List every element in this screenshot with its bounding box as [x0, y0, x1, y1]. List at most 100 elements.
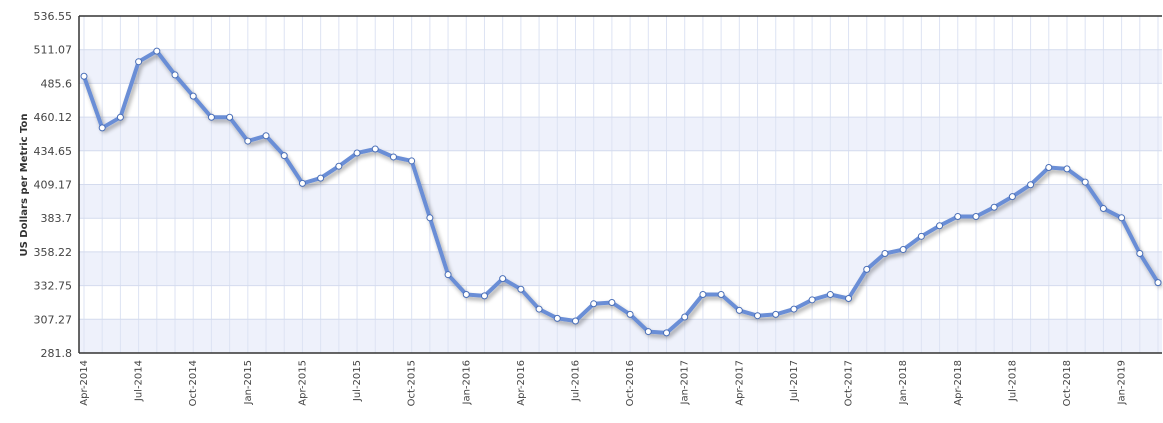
- data-point: [298, 179, 306, 187]
- plot-band: [79, 285, 1162, 320]
- data-point: [499, 275, 507, 283]
- data-point: [790, 305, 798, 313]
- x-tick-label: Oct-2018: [1062, 360, 1073, 406]
- plot-band: [79, 184, 1162, 219]
- y-tick-label: 460.12: [34, 111, 73, 124]
- x-tick-label: Jan-2018: [898, 360, 909, 405]
- data-point: [262, 132, 270, 140]
- x-tick-label: Jan-2015: [243, 360, 254, 405]
- y-tick-label: 485.6: [41, 77, 73, 90]
- data-point: [954, 212, 962, 220]
- data-point: [863, 265, 871, 273]
- plot-band: [79, 83, 1162, 118]
- y-tick-label: 409.17: [34, 179, 73, 192]
- data-point: [663, 329, 671, 337]
- data-point: [626, 310, 634, 318]
- data-point: [135, 58, 143, 66]
- series-points: [80, 47, 1162, 337]
- y-tick-label: 434.65: [34, 145, 73, 158]
- data-point: [990, 203, 998, 211]
- axes: [78, 15, 1162, 354]
- plot-band: [79, 251, 1162, 286]
- data-point: [1118, 214, 1126, 222]
- data-point: [608, 298, 616, 306]
- data-point: [317, 174, 325, 182]
- data-point: [845, 294, 853, 302]
- data-point: [389, 153, 397, 161]
- data-point: [717, 291, 725, 299]
- data-point: [517, 285, 525, 293]
- x-tick-label: Apr-2014: [79, 360, 90, 406]
- data-point: [426, 214, 434, 222]
- x-tick-label: Apr-2016: [516, 360, 527, 406]
- y-tick-label: 536.55: [34, 10, 73, 23]
- x-tick-label: Oct-2014: [188, 360, 199, 406]
- data-point: [335, 162, 343, 170]
- y-tick-label: 511.07: [34, 44, 73, 57]
- data-point: [1008, 193, 1016, 201]
- data-point: [699, 291, 707, 299]
- y-tick-label: 383.7: [41, 212, 73, 225]
- data-point: [972, 212, 980, 220]
- x-tick-label: Apr-2018: [953, 360, 964, 406]
- x-tick-label: Jan-2016: [461, 360, 472, 405]
- x-tick-label: Jul-2014: [134, 360, 145, 402]
- data-point: [590, 300, 598, 308]
- plot-band: [79, 49, 1162, 84]
- x-tick-label: Jul-2016: [570, 360, 581, 402]
- x-tick-label: Jan-2019: [1117, 360, 1128, 405]
- data-point: [1154, 279, 1162, 287]
- x-tick-label: Apr-2017: [734, 360, 745, 406]
- x-tick-label: Oct-2015: [407, 360, 418, 406]
- data-point: [535, 305, 543, 313]
- data-point: [171, 71, 179, 79]
- data-point: [936, 222, 944, 230]
- data-point: [735, 306, 743, 314]
- y-tick-label: 332.75: [34, 280, 73, 293]
- data-point: [644, 328, 652, 336]
- data-point: [444, 271, 452, 279]
- x-tick-label: Oct-2017: [844, 360, 855, 406]
- data-point: [408, 157, 416, 165]
- data-point: [80, 72, 88, 80]
- y-tick-label: 358.22: [34, 246, 73, 259]
- data-point: [917, 232, 925, 240]
- data-point: [480, 292, 488, 300]
- x-tick-label: Jan-2017: [680, 360, 691, 405]
- data-point: [189, 92, 197, 100]
- data-point: [371, 145, 379, 153]
- data-point: [1081, 178, 1089, 186]
- x-tick-label: Oct-2016: [625, 360, 636, 406]
- data-point: [553, 314, 561, 322]
- y-tick-label: 281.8: [41, 347, 73, 360]
- data-point: [1063, 165, 1071, 173]
- data-point: [881, 250, 889, 258]
- data-point: [754, 312, 762, 320]
- x-axis-tick-labels: Apr-2014 Jul-2014 Oct-2014 Jan-2015 Apr-2015…: [79, 360, 1128, 406]
- data-point: [153, 47, 161, 55]
- x-tick-label: Jul-2017: [789, 360, 800, 402]
- x-tick-label: Apr-2015: [297, 360, 308, 406]
- plot-band: [79, 150, 1162, 185]
- data-point: [899, 246, 907, 254]
- plot-band: [79, 218, 1162, 252]
- y-axis-label: US Dollars per Metric Ton: [19, 113, 30, 256]
- data-point: [98, 124, 106, 132]
- data-point: [571, 317, 579, 325]
- x-tick-label: Jul-2018: [1007, 360, 1018, 402]
- data-point: [681, 313, 689, 321]
- x-tick-label: Jul-2015: [352, 360, 363, 402]
- data-point: [1045, 164, 1053, 172]
- data-point: [1136, 250, 1144, 258]
- data-point: [353, 149, 361, 157]
- data-point: [207, 113, 215, 121]
- plot-band: [79, 16, 1162, 50]
- data-point: [826, 291, 834, 299]
- plot-background-bands: [79, 16, 1162, 353]
- data-point: [280, 152, 288, 160]
- data-point: [244, 137, 252, 145]
- y-axis-tick-labels: 536.55 511.07 485.6 460.12 434.65 409.17 383.7…: [34, 10, 73, 360]
- plot-band: [79, 319, 1162, 353]
